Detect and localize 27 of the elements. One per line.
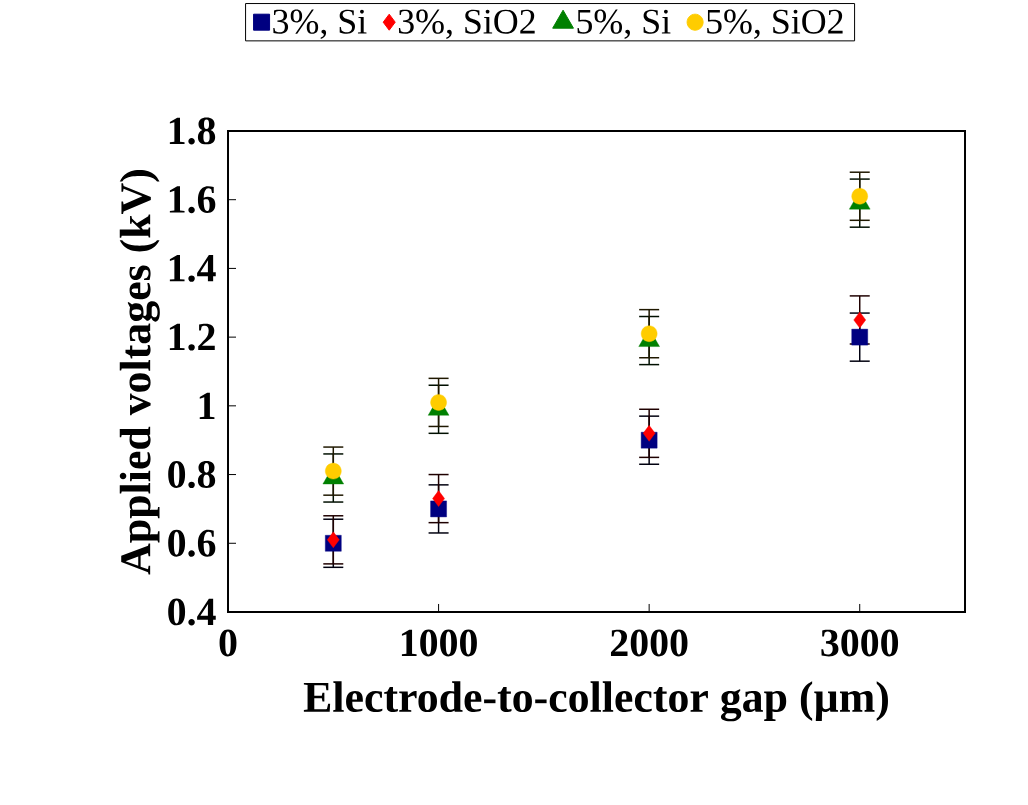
y-tick-label: 1.2	[169, 323, 215, 351]
x-axis-title: Electrode-to-collector gap (µm)	[303, 681, 888, 722]
y-tick-label: 1.4	[169, 254, 216, 282]
y-axis-title: Applied voltages (kV)	[119, 170, 160, 575]
point	[325, 462, 342, 480]
point	[851, 328, 868, 346]
point	[327, 531, 340, 549]
y-tick-label: 1.6	[169, 186, 216, 214]
x-tick-label: 3000	[821, 629, 899, 657]
y-tick-label: 0.8	[168, 461, 216, 489]
point	[432, 490, 445, 507]
legend-label: 3%, SiO2	[398, 9, 535, 39]
x-tick-label: 0	[219, 629, 237, 657]
y-tick-label: 1	[199, 392, 215, 419]
x-tick-label: 1000	[401, 629, 477, 657]
legend-label: 5%, Si	[577, 9, 671, 39]
point	[851, 188, 868, 205]
x-tick-label: 2000	[610, 629, 688, 657]
y-tick-label: 1.8	[169, 117, 216, 145]
y-tick-label: 0.6	[168, 529, 216, 557]
point	[853, 311, 866, 329]
point	[430, 394, 447, 411]
legend-label: 3%, Si	[273, 9, 367, 39]
legend-label: 5%, SiO2	[707, 9, 843, 39]
point	[640, 325, 658, 342]
y-tick-label: 0.4	[168, 598, 216, 626]
point	[642, 425, 656, 442]
